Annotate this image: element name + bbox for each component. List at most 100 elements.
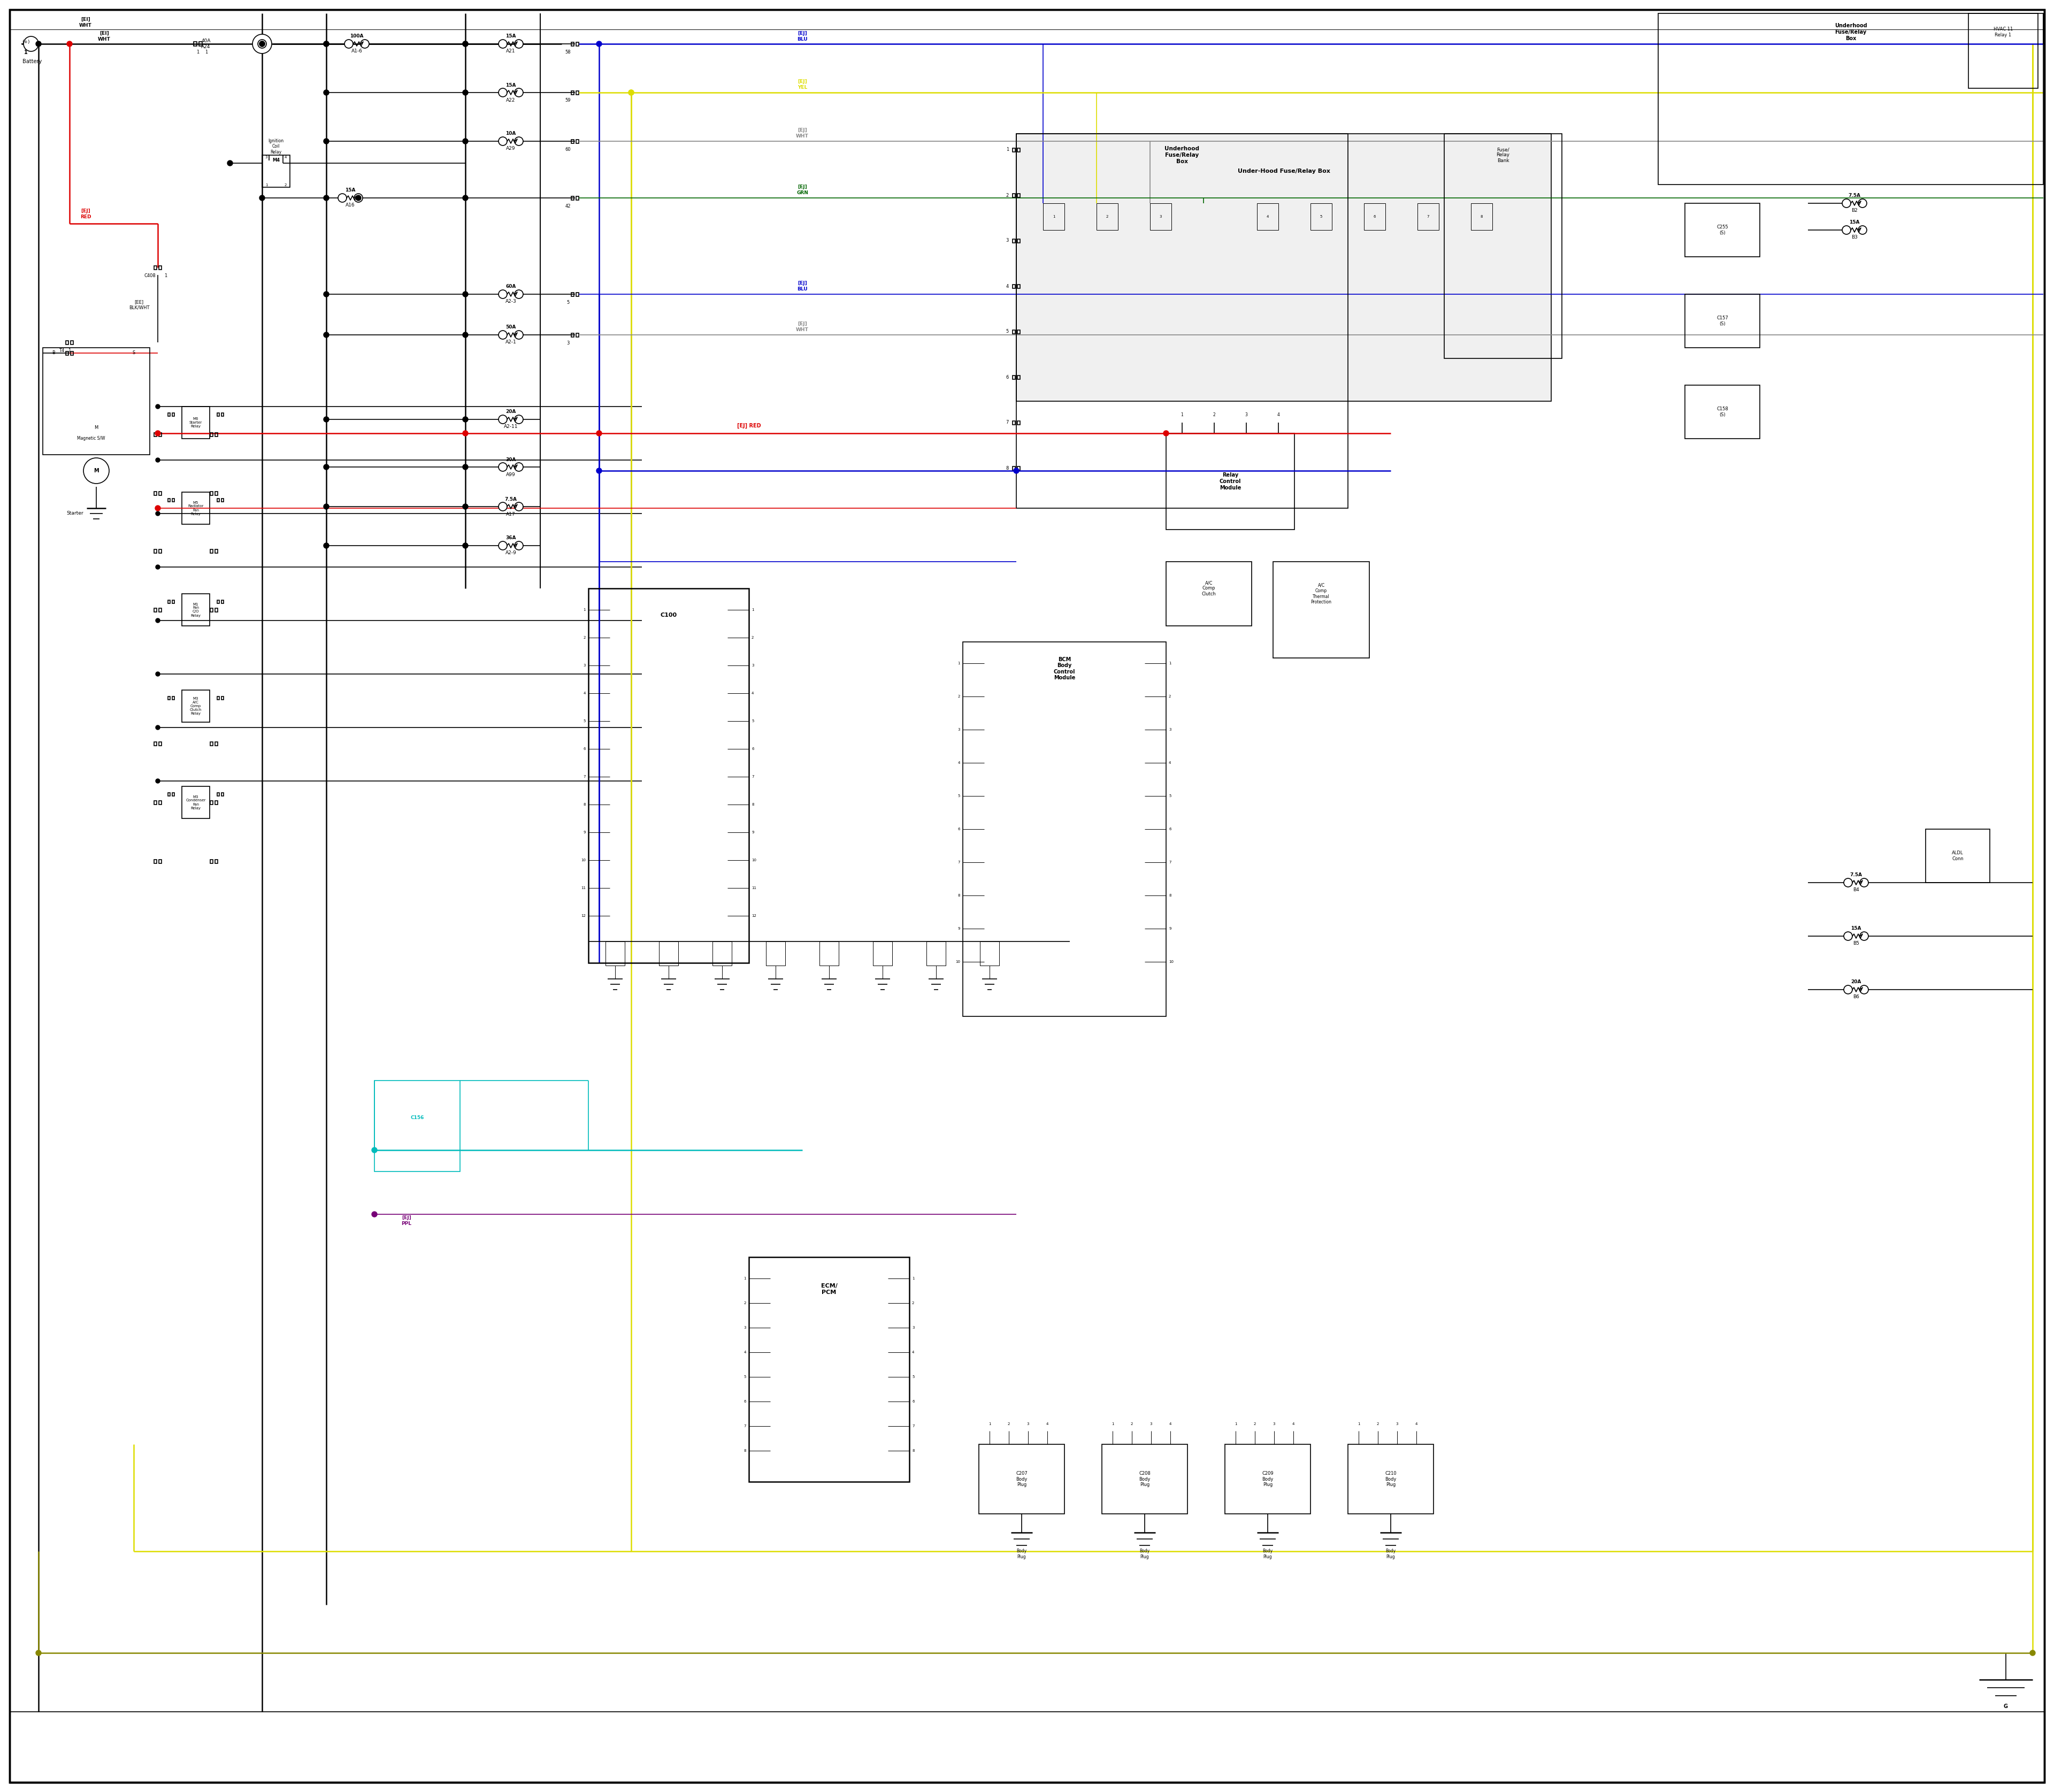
Circle shape: [259, 39, 267, 48]
Text: 100A: 100A: [349, 34, 364, 39]
Text: 8: 8: [583, 803, 585, 806]
Text: 11: 11: [752, 887, 756, 889]
Text: B6: B6: [1853, 995, 1859, 1000]
Circle shape: [516, 462, 524, 471]
Text: 4: 4: [583, 692, 585, 695]
Text: 3: 3: [1397, 1423, 1399, 1426]
Bar: [158, 860, 162, 864]
Bar: [1013, 285, 1015, 289]
Text: 3: 3: [583, 663, 585, 667]
Bar: [571, 43, 573, 47]
Text: 8: 8: [744, 1450, 746, 1452]
Text: 2: 2: [1009, 1423, 1011, 1426]
Bar: [218, 600, 220, 604]
Text: 2: 2: [1130, 1423, 1134, 1426]
Text: 2: 2: [1376, 1423, 1378, 1426]
Circle shape: [156, 564, 160, 570]
Text: 2: 2: [1006, 194, 1009, 197]
Bar: [1017, 134, 1347, 509]
Circle shape: [516, 330, 524, 339]
Text: 60: 60: [565, 147, 571, 152]
Bar: [1013, 238, 1015, 244]
Text: [EJ]
PPL: [EJ] PPL: [401, 1215, 411, 1226]
Text: 1: 1: [1052, 215, 1056, 219]
Bar: [183, 593, 210, 625]
Text: A2-1: A2-1: [505, 340, 516, 344]
Bar: [575, 292, 579, 296]
Circle shape: [353, 194, 364, 202]
Bar: [218, 498, 220, 502]
Circle shape: [345, 39, 353, 48]
Text: B4: B4: [1853, 887, 1859, 892]
Circle shape: [1844, 932, 1853, 941]
Bar: [154, 607, 156, 611]
Text: 3: 3: [567, 340, 569, 346]
Bar: [210, 742, 214, 745]
Bar: [66, 351, 68, 355]
Circle shape: [462, 543, 468, 548]
Text: 7: 7: [1169, 860, 1171, 864]
Circle shape: [325, 90, 329, 95]
Text: C210
Body
Plug: C210 Body Plug: [1384, 1471, 1397, 1487]
Text: Underhood
Fuse/Relay
Box: Underhood Fuse/Relay Box: [1834, 23, 1867, 41]
Text: HVAC 11
Relay 1: HVAC 11 Relay 1: [1994, 27, 2013, 38]
Bar: [168, 600, 170, 604]
Circle shape: [1859, 226, 1867, 235]
Bar: [1013, 149, 1015, 152]
Circle shape: [462, 504, 468, 509]
Circle shape: [362, 39, 370, 48]
Text: C158
(S): C158 (S): [1717, 407, 1727, 418]
Text: 8: 8: [912, 1450, 914, 1452]
Text: 12: 12: [752, 914, 756, 918]
Bar: [1417, 202, 1440, 229]
Circle shape: [499, 290, 507, 299]
Text: 2: 2: [1214, 412, 1216, 418]
Circle shape: [499, 541, 507, 550]
Text: 7: 7: [912, 1425, 914, 1428]
Text: B3: B3: [1851, 235, 1857, 240]
Bar: [218, 792, 220, 796]
Text: [EJ]
GRN: [EJ] GRN: [797, 185, 807, 195]
Bar: [1013, 330, 1015, 333]
Circle shape: [35, 1650, 41, 1656]
Text: [EJ]
WHT: [EJ] WHT: [797, 127, 809, 138]
Text: M3
Condenser
Fan
Relay: M3 Condenser Fan Relay: [185, 796, 205, 810]
Bar: [1017, 330, 1021, 333]
Text: 3: 3: [1150, 1423, 1152, 1426]
Circle shape: [462, 292, 468, 297]
Bar: [158, 432, 162, 437]
Text: 4: 4: [957, 762, 959, 765]
Bar: [374, 1081, 460, 1172]
Bar: [1167, 561, 1251, 625]
Bar: [713, 941, 731, 966]
Circle shape: [1013, 468, 1019, 473]
Circle shape: [462, 332, 468, 337]
Text: 3: 3: [752, 663, 754, 667]
Text: Ignition
Coil
Relay: Ignition Coil Relay: [269, 138, 283, 154]
Bar: [980, 941, 998, 966]
Text: 7: 7: [1428, 215, 1430, 219]
Bar: [571, 333, 573, 337]
Text: Relay
Control
Module: Relay Control Module: [1220, 473, 1241, 491]
Circle shape: [462, 138, 468, 143]
Circle shape: [325, 504, 329, 509]
Text: 3: 3: [1161, 215, 1163, 219]
Text: 50A: 50A: [505, 324, 516, 330]
Text: Magnetic S/W: Magnetic S/W: [76, 435, 105, 441]
Circle shape: [156, 618, 160, 622]
Text: C157
(S): C157 (S): [1717, 315, 1727, 326]
Bar: [766, 941, 785, 966]
Text: T4: T4: [60, 348, 64, 353]
Bar: [216, 742, 218, 745]
Text: 6: 6: [1169, 828, 1171, 831]
Bar: [183, 787, 210, 819]
Bar: [222, 412, 224, 416]
Circle shape: [1859, 986, 1869, 995]
Text: 8: 8: [1481, 215, 1483, 219]
Circle shape: [325, 195, 329, 201]
Text: [EJ]
BLU: [EJ] BLU: [797, 30, 807, 41]
Text: 4: 4: [1169, 1423, 1171, 1426]
Bar: [963, 642, 1167, 1016]
Text: 1: 1: [265, 183, 267, 186]
Text: 1: 1: [1234, 1423, 1237, 1426]
